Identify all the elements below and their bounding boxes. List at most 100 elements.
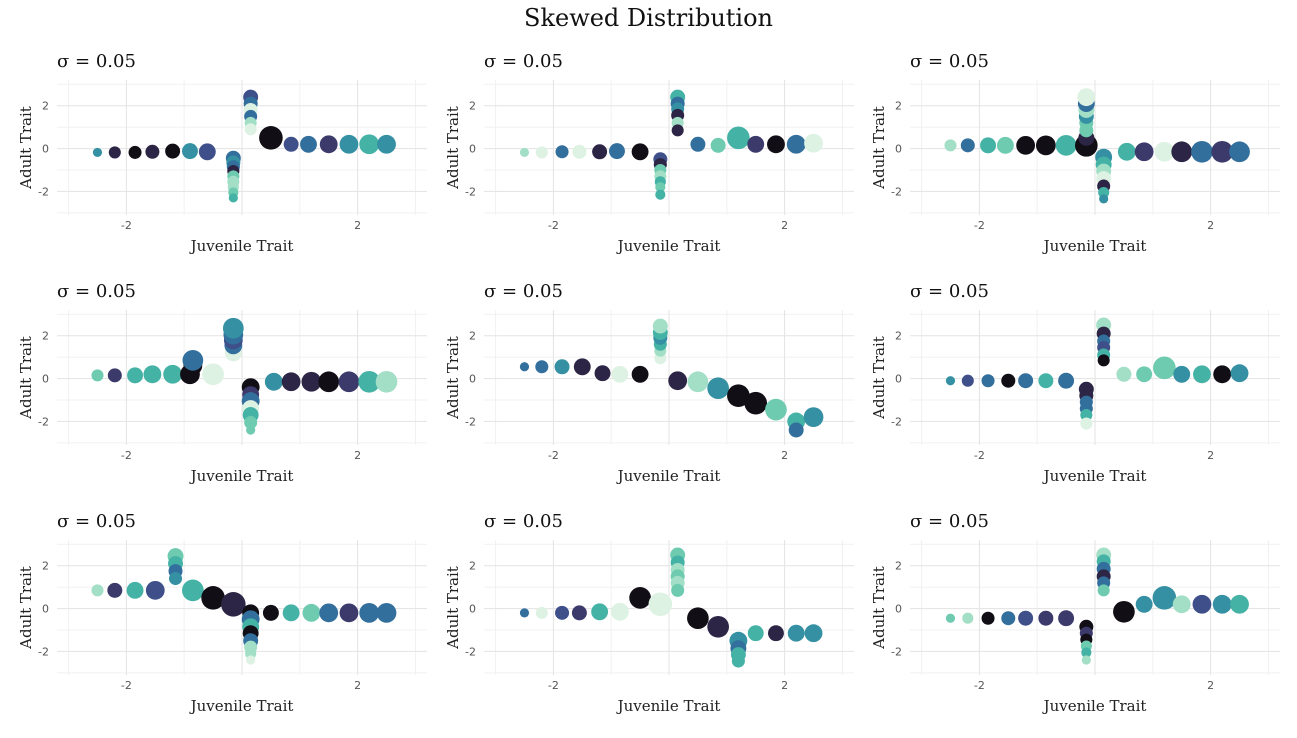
x-tick-label: -2	[121, 679, 132, 692]
y-tick-label: 2	[895, 100, 902, 113]
scatter-point	[264, 372, 283, 391]
scatter-point	[302, 603, 321, 622]
scatter-point	[318, 371, 340, 393]
scatter-point	[359, 134, 380, 155]
scatter-point	[1171, 141, 1193, 163]
y-tick-label: -2	[465, 185, 476, 198]
panel-title: σ = 0.05	[484, 281, 563, 302]
y-tick-label: -2	[465, 415, 476, 428]
scatter-point	[338, 371, 360, 393]
scatter-point	[962, 612, 974, 624]
scatter-point	[198, 143, 216, 161]
x-tick-label: 2	[1207, 219, 1214, 232]
scatter-point	[107, 582, 123, 598]
facet-panel: σ = 0.05 -2 2 -2 0 2 Juvenile Trait Adult Trait	[444, 51, 854, 255]
scatter-point	[1152, 586, 1177, 610]
scatter-point	[707, 615, 729, 638]
scatter-point	[555, 145, 569, 159]
scatter-point	[262, 604, 279, 621]
scatter-point	[1038, 373, 1054, 389]
y-tick-label: 0	[42, 603, 49, 616]
scatter-point	[283, 136, 299, 152]
x-axis-label: Juvenile Trait	[616, 237, 721, 255]
scatter-point	[358, 370, 381, 393]
scatter-point	[126, 581, 144, 599]
scatter-point	[1097, 584, 1110, 597]
scatter-point	[376, 602, 397, 623]
panel-title: σ = 0.05	[57, 511, 136, 532]
scatter-point	[92, 147, 103, 158]
scatter-point	[747, 135, 765, 153]
panel-title: σ = 0.05	[910, 51, 989, 72]
scatter-point	[573, 358, 591, 376]
y-tick-label: 2	[469, 560, 476, 573]
scatter-point	[246, 655, 256, 665]
facet-panel: σ = 0.05 -2 2 -2 0 2 Juvenile Trait Adult Trait	[17, 51, 427, 255]
scatter-point	[961, 374, 974, 387]
facet-panel: σ = 0.05 -2 2 -2 0 2 Juvenile Trait Adult Trait	[17, 281, 427, 485]
x-tick-label: 2	[781, 449, 788, 462]
facet-panel: σ = 0.05 -2 2 -2 0 2 Juvenile Trait Adult Trait	[17, 511, 427, 715]
scatter-point	[727, 126, 750, 150]
scatter-point	[668, 371, 688, 391]
scatter-point	[767, 625, 784, 642]
y-axis-label: Adult Trait	[17, 336, 35, 420]
panel-title: σ = 0.05	[484, 51, 563, 72]
x-tick-label: 2	[781, 679, 788, 692]
x-axis-label: Juvenile Trait	[616, 467, 721, 485]
scatter-point	[765, 398, 787, 421]
y-tick-label: 2	[42, 330, 49, 343]
scatter-point	[300, 135, 317, 153]
y-tick-label: 2	[469, 100, 476, 113]
x-axis-label: Juvenile Trait	[189, 697, 294, 715]
scatter-point	[91, 369, 104, 382]
scatter-point	[519, 608, 530, 618]
scatter-point	[591, 603, 609, 621]
x-tick-label: 2	[1207, 679, 1214, 692]
scatter-point	[1097, 354, 1110, 367]
scatter-point	[960, 138, 975, 153]
scatter-point	[1230, 594, 1249, 614]
facet-panel: σ = 0.05 -2 2 -2 0 2 Juvenile Trait Adult Trait	[870, 511, 1280, 715]
scatter-point	[1035, 135, 1056, 156]
scatter-point	[1192, 594, 1212, 614]
y-tick-label: -2	[891, 185, 902, 198]
x-axis-label: Juvenile Trait	[1042, 237, 1147, 255]
facet-panel: σ = 0.05 -2 2 -2 0 2 Juvenile Trait Adult Trait	[870, 51, 1280, 255]
scatter-point	[519, 362, 530, 372]
y-tick-label: 0	[895, 603, 902, 616]
y-tick-label: 0	[895, 373, 902, 386]
scatter-point	[1117, 142, 1136, 161]
scatter-point	[1135, 595, 1153, 613]
scatter-point	[594, 365, 611, 382]
scatter-point	[163, 364, 183, 384]
scatter-point	[1211, 140, 1234, 163]
scatter-point	[980, 137, 997, 154]
y-tick-label: 2	[42, 100, 49, 113]
panel-title: σ = 0.05	[57, 281, 136, 302]
y-tick-label: -2	[38, 185, 49, 198]
scatter-point	[804, 133, 823, 153]
scatter-point	[202, 363, 224, 386]
x-tick-label: -2	[121, 219, 132, 232]
scatter-point	[1173, 365, 1191, 383]
scatter-point	[555, 605, 570, 620]
y-tick-label: 2	[895, 330, 902, 343]
x-tick-label: 2	[1207, 449, 1214, 462]
scatter-point	[143, 365, 162, 384]
scatter-point	[301, 371, 322, 392]
scatter-point	[609, 143, 625, 160]
x-tick-label: -2	[548, 679, 559, 692]
y-tick-label: 0	[42, 373, 49, 386]
scatter-point	[747, 625, 764, 642]
scatter-point	[731, 654, 745, 668]
scatter-point	[671, 124, 684, 137]
scatter-point	[108, 146, 121, 159]
scatter-point	[168, 572, 183, 586]
scatter-point	[981, 611, 995, 625]
facet-panel: σ = 0.05 -2 2 -2 0 2 Juvenile Trait Adult Trait	[444, 281, 854, 485]
y-axis-label: Adult Trait	[444, 106, 462, 190]
scatter-point	[1016, 135, 1036, 155]
scatter-point	[145, 144, 160, 159]
scatter-point	[572, 144, 587, 159]
